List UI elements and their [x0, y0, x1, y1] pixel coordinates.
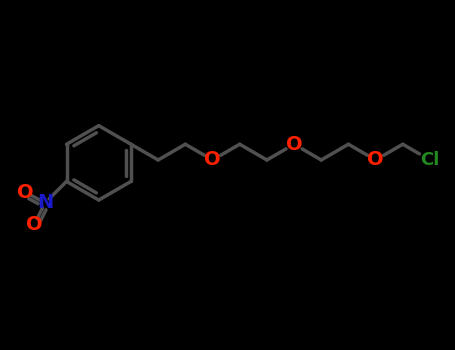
Text: O: O	[17, 183, 33, 202]
Text: O: O	[204, 150, 221, 169]
Text: O: O	[286, 135, 303, 154]
Text: O: O	[367, 150, 384, 169]
Text: N: N	[37, 194, 53, 212]
Text: Cl: Cl	[420, 151, 440, 169]
Text: O: O	[26, 215, 43, 234]
